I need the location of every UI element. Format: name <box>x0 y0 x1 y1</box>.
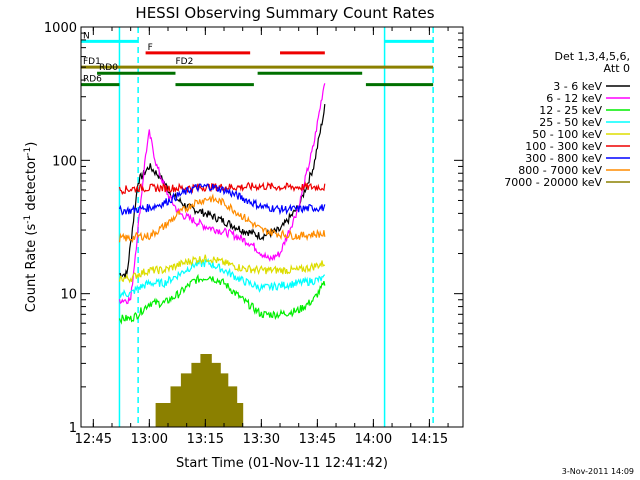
series-6-12-kev <box>118 83 326 305</box>
flag-label-f: F <box>148 43 153 53</box>
legend-label-7000-20000-kev: 7000 - 20000 keV <box>504 176 602 189</box>
legend-header: Att 0 <box>604 62 630 75</box>
series-50-100-kev <box>118 254 326 284</box>
legend-label-800-7000-kev: 800 - 7000 keV <box>518 164 602 177</box>
legend-label-6-12-kev: 6 - 12 keV <box>546 92 602 105</box>
flag-label-fd2: FD2 <box>175 57 193 67</box>
x-axis-label: Start Time (01-Nov-11 12:41:42) <box>176 456 388 471</box>
legend-label-3-6-kev: 3 - 6 keV <box>553 80 602 93</box>
flag-label-rd0: RD0 <box>99 63 118 73</box>
flag-label-fd1: FD1 <box>83 57 101 67</box>
y-tick-label: 1000 <box>44 21 77 36</box>
x-tick-label: 13:30 <box>243 432 280 447</box>
y-tick-label: 100 <box>52 154 77 169</box>
x-tick-label: 14:15 <box>411 432 448 447</box>
y-tick-label: 1 <box>69 421 77 436</box>
flag-label-rd6: RD6 <box>83 75 102 85</box>
series-800-7000-kev <box>118 193 326 244</box>
x-tick-label: 13:45 <box>299 432 336 447</box>
x-tick-label: 13:00 <box>131 432 168 447</box>
date-stamp: 3-Nov-2011 14:09 <box>562 467 634 476</box>
y-tick-label: 10 <box>60 288 77 303</box>
legend-label-12-25-kev: 12 - 25 keV <box>539 104 602 117</box>
series-25-50-kev <box>118 257 326 298</box>
legend-header: Det 1,3,4,5,6, <box>554 50 630 63</box>
x-tick-label: 13:15 <box>187 432 224 447</box>
flag-label-n: N <box>83 31 90 41</box>
legend-label-50-100-kev: 50 - 100 keV <box>532 128 602 141</box>
x-tick-label: 12:45 <box>75 432 112 447</box>
series-12-25-kev <box>118 273 326 325</box>
y-axis-label: Count Rate (s-1 detector-1) <box>23 142 39 313</box>
x-tick-label: 14:00 <box>355 432 392 447</box>
legend-label-300-800-kev: 300 - 800 keV <box>525 152 602 165</box>
series-3-6-kev <box>119 104 326 279</box>
legend-label-100-300-kev: 100 - 300 keV <box>525 140 602 153</box>
chart-title: HESSI Observing Summary Count Rates <box>135 4 434 22</box>
series-7000-20000-kev <box>153 354 244 427</box>
plot-frame <box>80 26 464 428</box>
legend-label-25-50-kev: 25 - 50 keV <box>539 116 602 129</box>
series-300-800-kev <box>118 183 326 216</box>
